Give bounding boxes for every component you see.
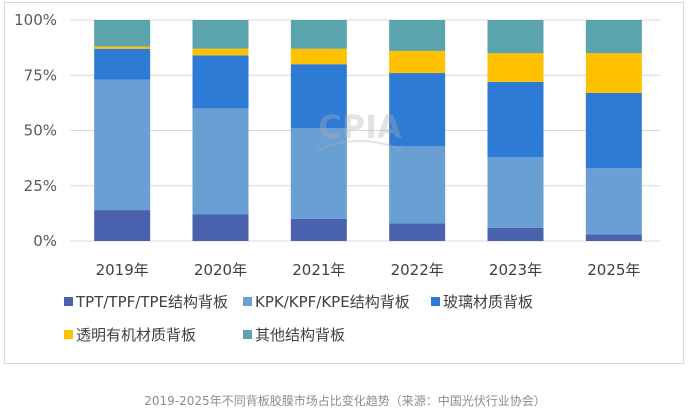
- bar-segment: [585, 92, 642, 169]
- bar-segment: [389, 223, 446, 241]
- bar-segment: [290, 128, 347, 219]
- x-tick-label: 2019年: [96, 261, 149, 279]
- bar-segment: [487, 227, 544, 241]
- bar-segment: [94, 79, 151, 211]
- bar-segment: [389, 20, 446, 51]
- bar-segment: [192, 108, 249, 215]
- bar-segment: [585, 234, 642, 241]
- x-tick-label: 2021年: [292, 261, 345, 279]
- legend-swatch: [431, 297, 440, 306]
- y-tick-label: 50%: [24, 122, 57, 140]
- bar-segment: [192, 55, 249, 109]
- figure-caption: 2019-2025年不同背板胶膜市场占比变化趋势（来源：中国光伏行业协会）: [144, 394, 546, 408]
- bar-segment: [192, 48, 249, 56]
- stacked-bar-chart: 0% 25% 50% 75% 100% 2019年 2020年 2021年 2022年 2023…: [14, 11, 660, 344]
- bar-segment: [585, 53, 642, 93]
- bar-segment: [94, 48, 151, 80]
- legend-label: 透明有机材质背板: [76, 326, 196, 344]
- legend-label: 其他结构背板: [255, 326, 345, 344]
- bar-segment: [487, 157, 544, 228]
- legend-label: TPT/TPF/TPE结构背板: [75, 293, 228, 311]
- bar-segment: [290, 64, 347, 129]
- y-tick-label: 0%: [33, 232, 57, 250]
- bar-segment: [389, 145, 446, 224]
- bar-segment: [290, 48, 347, 65]
- bars: [94, 20, 642, 241]
- bar-segment: [192, 214, 249, 241]
- y-tick-label: 100%: [14, 11, 57, 29]
- bar-segment: [487, 53, 544, 82]
- x-tick-label: 2022年: [391, 261, 444, 279]
- bar-segment: [290, 218, 347, 241]
- legend: TPT/TPF/TPE结构背板 KPK/KPF/KPE结构背板 玻璃材质背板透明有机…: [64, 293, 533, 344]
- y-axis: 0% 25% 50% 75% 100%: [14, 11, 57, 250]
- bar-segment: [585, 20, 642, 54]
- x-tick-label: 2025年: [587, 261, 640, 279]
- svg-text:CPIA: CPIA: [318, 108, 402, 146]
- bar-segment: [389, 50, 446, 74]
- bar-segment: [192, 20, 249, 49]
- bar-segment: [585, 168, 642, 235]
- legend-label: 玻璃材质背板: [443, 293, 533, 311]
- x-tick-label: 2020年: [194, 261, 247, 279]
- legend-swatch: [243, 330, 252, 339]
- legend-swatch: [64, 330, 73, 339]
- bar-segment: [389, 73, 446, 146]
- bar-segment: [94, 210, 151, 241]
- legend-swatch: [64, 297, 73, 306]
- bar-segment: [487, 81, 544, 158]
- gridlines: [70, 19, 660, 242]
- x-tick-label: 2023年: [489, 261, 542, 279]
- bar-segment: [94, 46, 151, 49]
- cpia-watermark-logo: CPIA: [317, 108, 403, 151]
- bar-segment: [487, 20, 544, 54]
- legend-swatch: [243, 297, 252, 306]
- bar-segment: [94, 20, 151, 47]
- legend-label: KPK/KPF/KPE结构背板: [255, 293, 410, 311]
- x-axis: 2019年 2020年 2021年 2022年 2023年 2025年: [96, 261, 641, 279]
- y-tick-label: 75%: [24, 66, 57, 84]
- chart-frame: [4, 2, 684, 364]
- bar-segment: [290, 20, 347, 49]
- y-tick-label: 25%: [24, 177, 57, 195]
